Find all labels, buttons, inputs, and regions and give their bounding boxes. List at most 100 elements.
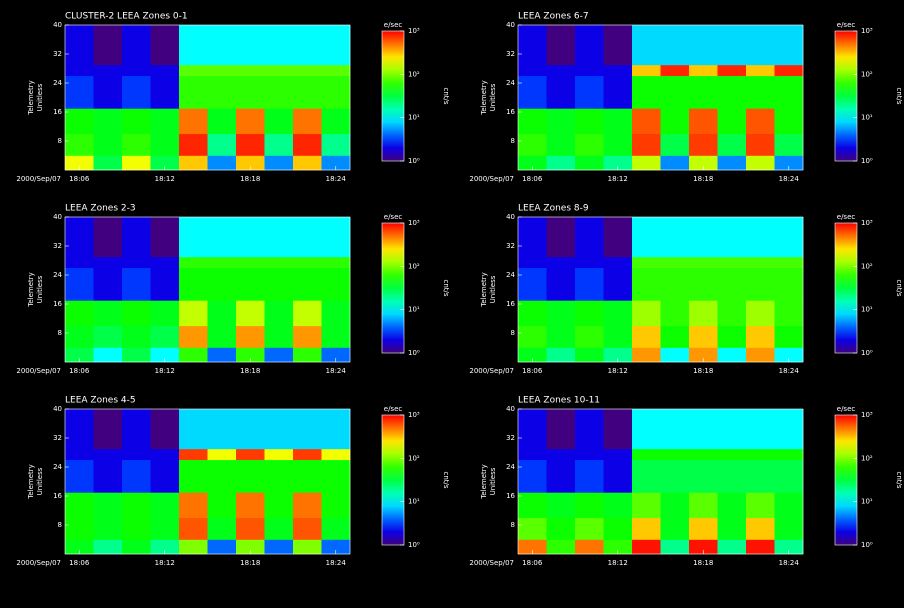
heatmap-cell	[604, 449, 633, 460]
x-tick-label: 18:12	[155, 559, 175, 567]
heatmap-cell	[746, 409, 775, 449]
heatmap-cell	[179, 76, 208, 109]
heatmap-cell	[293, 409, 322, 449]
heatmap-cell	[236, 108, 265, 134]
y-axis-label: Telemetry	[480, 80, 488, 116]
heatmap-cell	[547, 348, 576, 363]
y-tick-label: 16	[506, 108, 515, 116]
heatmap-cell	[265, 460, 294, 493]
heatmap-cell	[236, 25, 265, 65]
heatmap-cell	[151, 409, 180, 449]
heatmap-cell	[661, 449, 690, 460]
colorbar	[382, 223, 404, 353]
heatmap-cell	[94, 257, 123, 268]
heatmap-cell	[236, 76, 265, 109]
heatmap-cell	[575, 217, 604, 257]
x-tick-label: 18:06	[522, 559, 543, 567]
heatmap-cell	[518, 460, 547, 493]
heatmap-cell	[65, 300, 94, 326]
heatmap-cell	[94, 217, 123, 257]
heatmap-cell	[265, 268, 294, 301]
heatmap-cell	[236, 518, 265, 540]
heatmap-cell	[632, 156, 661, 171]
heatmap-cell	[265, 65, 294, 76]
heatmap-cell	[265, 134, 294, 156]
heatmap-cell	[293, 460, 322, 493]
heatmap-cell	[632, 409, 661, 449]
y-tick-label: 24	[506, 271, 515, 279]
heatmap-cell	[122, 460, 151, 493]
heatmap-cell	[94, 449, 123, 460]
heatmap-cell	[208, 76, 237, 109]
panel-title: CLUSTER-2 LEEA Zones 0-1	[65, 12, 188, 22]
y-tick-label: 16	[53, 108, 62, 116]
heatmap-cell	[547, 409, 576, 449]
heatmap-cell	[65, 326, 94, 348]
heatmap-cell	[151, 76, 180, 109]
heatmap-cell	[179, 108, 208, 134]
heatmap-cell	[775, 217, 804, 257]
heatmap-cell	[179, 300, 208, 326]
heatmap-cell	[575, 134, 604, 156]
heatmap-cell	[718, 134, 747, 156]
heatmap-cell	[575, 257, 604, 268]
heatmap-cell	[179, 409, 208, 449]
heatmap-cell	[632, 300, 661, 326]
heatmap-cell	[746, 25, 775, 65]
y-tick-label: 40	[506, 21, 515, 29]
heatmap-cell	[122, 156, 151, 171]
heatmap-cell	[151, 326, 180, 348]
heatmap-cell	[208, 518, 237, 540]
colorbar-tick-label: 10⁰	[408, 349, 420, 357]
heatmap-cell	[208, 65, 237, 76]
y-axis-label: Telemetry	[27, 464, 35, 500]
heatmap-cell	[718, 65, 747, 76]
heatmap-cell	[179, 156, 208, 171]
heatmap-cell	[94, 156, 123, 171]
y-tick-label: 32	[506, 434, 515, 442]
heatmap-cell	[661, 65, 690, 76]
x-tick-label: 18:12	[155, 175, 175, 183]
y-tick-label: 40	[53, 405, 62, 413]
heatmap-cell	[518, 65, 547, 76]
heatmap-cell	[322, 257, 351, 268]
heatmap-cell	[718, 518, 747, 540]
heatmap-cell	[122, 348, 151, 363]
heatmap-cell	[236, 300, 265, 326]
heatmap-cell	[661, 492, 690, 518]
heatmap-cell	[746, 326, 775, 348]
heatmap-cell	[236, 492, 265, 518]
panel-title: LEEA Zones 10-11	[518, 396, 600, 406]
heatmap-cell	[547, 217, 576, 257]
heatmap-cell	[547, 518, 576, 540]
heatmap-cell	[293, 134, 322, 156]
y-tick-label: 24	[506, 79, 515, 87]
heatmap-cell	[179, 492, 208, 518]
x-tick-label: 18:06	[69, 559, 90, 567]
heatmap-cell	[661, 268, 690, 301]
colorbar-tick-label: 10³	[408, 411, 420, 419]
heatmap-cell	[518, 492, 547, 518]
colorbar	[835, 223, 857, 353]
heatmap-cell	[632, 108, 661, 134]
heatmap-cell	[208, 268, 237, 301]
colorbar-unit: cnt/s	[442, 471, 450, 488]
heatmap-cell	[151, 460, 180, 493]
heatmap-cell	[746, 449, 775, 460]
colorbar-tick-label: 10²	[861, 454, 873, 462]
x-tick-label: 18:24	[779, 559, 800, 567]
heatmap-cell	[94, 409, 123, 449]
heatmap-cell	[265, 492, 294, 518]
heatmap-cell	[746, 268, 775, 301]
heatmap-cell	[208, 217, 237, 257]
heatmap-cell	[718, 409, 747, 449]
x-tick-label: 18:12	[608, 175, 628, 183]
heatmap-cell	[293, 156, 322, 171]
heatmap-cell	[746, 134, 775, 156]
heatmap-cell	[547, 460, 576, 493]
heatmap-cell	[322, 460, 351, 493]
heatmap-cell	[293, 300, 322, 326]
heatmap-cell	[322, 268, 351, 301]
heatmap-cell	[661, 540, 690, 555]
heatmap-cell	[775, 492, 804, 518]
